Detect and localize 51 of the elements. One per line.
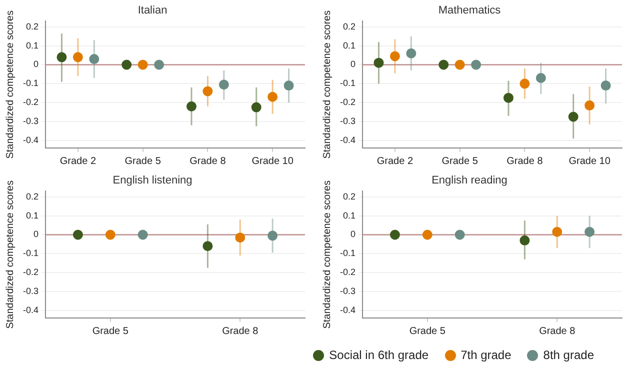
chart-title: English listening [112, 174, 192, 187]
x-tick-label: Grade 8 [539, 326, 576, 337]
y-tick-label: -0.1 [340, 78, 356, 88]
y-tick-label: 0.1 [342, 40, 356, 50]
y-tick-label: -0.2 [340, 267, 356, 278]
x-tick-label: Grade 2 [376, 156, 414, 167]
y-tick-label: 0 [33, 229, 39, 240]
y-tick-label: -0.3 [22, 116, 39, 126]
y-tick-label: -0.1 [340, 248, 356, 258]
x-tick-label: Grade 2 [60, 156, 96, 167]
y-tick-label: -0.3 [340, 286, 356, 296]
y-tick-label: 0.1 [26, 210, 39, 220]
y-tick-label: 0 [350, 229, 356, 240]
y-tick-label: 0.1 [26, 40, 39, 50]
y-tick-label: -0.4 [340, 304, 356, 315]
y-tick-label: 0 [33, 59, 39, 70]
x-tick-label: Grade 10 [568, 156, 611, 167]
y-tick-label: -0.3 [22, 286, 39, 296]
y-tick-label: 0.2 [26, 191, 39, 202]
y-tick-label: 0.2 [342, 21, 356, 32]
y-tick-label: -0.2 [340, 97, 356, 108]
y-tick-label: -0.2 [22, 267, 39, 278]
y-tick-label: -0.4 [22, 304, 39, 315]
y-axis-title: Standardized competence scores [322, 10, 333, 159]
x-tick-label: Grade 10 [252, 156, 294, 167]
chart-title: Mathematics [438, 4, 502, 17]
y-tick-label: 0 [350, 59, 356, 70]
y-tick-label: -0.4 [22, 134, 39, 145]
y-axis-title: Standardized competence scores [322, 180, 333, 329]
y-tick-label: -0.1 [22, 78, 39, 88]
y-tick-label: -0.1 [22, 248, 39, 258]
y-tick-label: 0.2 [342, 191, 356, 202]
chart-title: Italian [138, 4, 168, 17]
legend-label: 7th grade [460, 348, 512, 362]
x-tick-label: Grade 5 [124, 156, 162, 167]
chart-title: English reading [432, 174, 508, 187]
legend-label: 8th grade [543, 348, 594, 362]
y-tick-label: -0.2 [22, 97, 39, 108]
x-tick-label: Grade 5 [442, 156, 478, 167]
y-axis-title: Standardized competence scores [4, 180, 16, 329]
x-tick-label: Grade 8 [222, 326, 259, 337]
x-tick-label: Grade 8 [506, 156, 544, 167]
y-axis-title: Standardized competence scores [4, 10, 16, 159]
x-tick-label: Grade 5 [409, 326, 446, 337]
y-tick-label: -0.3 [340, 116, 356, 126]
x-tick-label: Grade 8 [190, 156, 226, 167]
y-tick-label: -0.4 [340, 134, 356, 145]
x-tick-label: Grade 5 [92, 326, 129, 337]
legend-label: Social in 6th grade [329, 348, 429, 362]
y-tick-label: 0.1 [342, 210, 356, 220]
y-tick-label: 0.2 [26, 21, 39, 32]
